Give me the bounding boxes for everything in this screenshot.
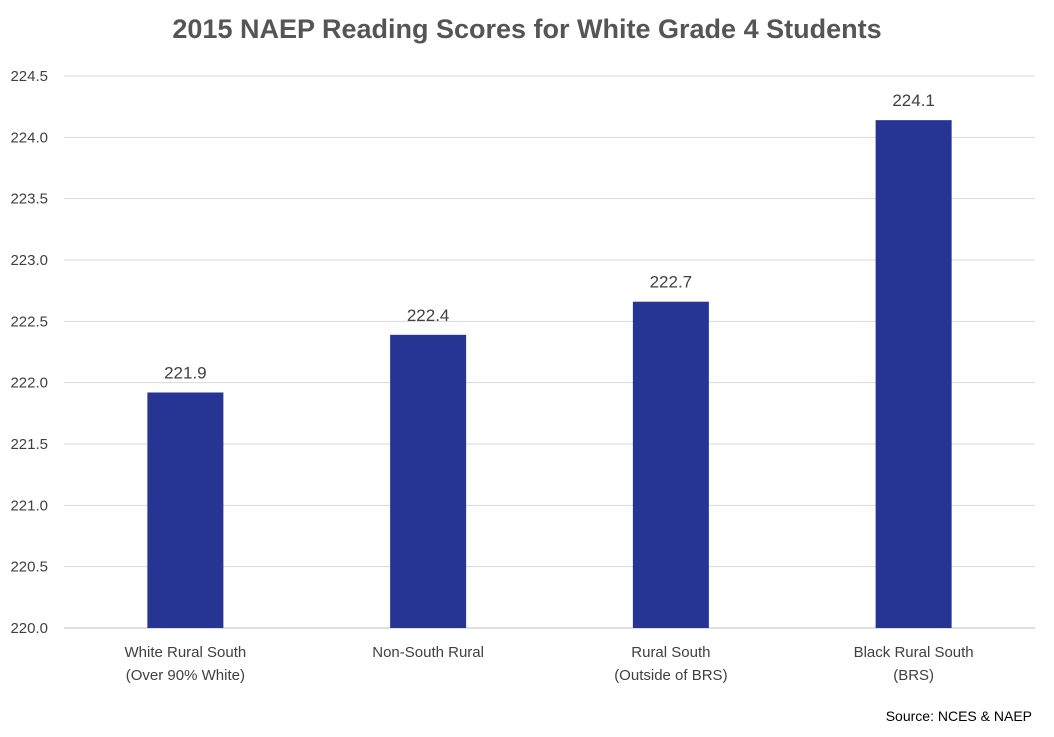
y-tick-label: 224.5 bbox=[10, 68, 48, 85]
data-label: 221.9 bbox=[164, 363, 207, 382]
y-tick-label: 222.5 bbox=[10, 313, 48, 330]
x-axis-ticks: White Rural South (Over 90% White) Non-Sou… bbox=[125, 644, 974, 684]
bars bbox=[147, 120, 952, 628]
bar bbox=[632, 301, 709, 628]
data-label: 222.7 bbox=[650, 273, 693, 292]
x-tick-label-line: White Rural South bbox=[125, 644, 247, 661]
gridlines bbox=[64, 75, 1035, 629]
y-tick-label: 223.0 bbox=[10, 252, 48, 269]
y-tick-label: 221.0 bbox=[10, 497, 48, 514]
chart-title: 2015 NAEP Reading Scores for White Grade… bbox=[172, 14, 882, 44]
x-tick-label-line: (Outside of BRS) bbox=[614, 667, 727, 684]
y-tick-label: 222.0 bbox=[10, 375, 48, 392]
y-tick-label: 220.5 bbox=[10, 559, 48, 576]
x-tick-label: Black Rural South (BRS) bbox=[854, 644, 974, 684]
x-tick-label: Rural South (Outside of BRS) bbox=[614, 644, 727, 684]
x-tick-label-line: (BRS) bbox=[893, 667, 934, 684]
data-label: 224.1 bbox=[892, 91, 935, 110]
x-tick-label-line: (Over 90% White) bbox=[126, 667, 245, 684]
y-tick-label: 221.5 bbox=[10, 436, 48, 453]
data-label: 222.4 bbox=[407, 306, 450, 325]
y-tick-label: 220.0 bbox=[10, 620, 48, 637]
y-tick-label: 224.0 bbox=[10, 129, 48, 146]
y-tick-label: 223.5 bbox=[10, 191, 48, 208]
bar bbox=[390, 334, 467, 628]
bar bbox=[147, 392, 224, 628]
x-tick-label: Non-South Rural bbox=[372, 644, 484, 661]
source-note: Source: NCES & NAEP bbox=[885, 708, 1032, 724]
x-tick-label-line: Black Rural South bbox=[854, 644, 974, 661]
x-tick-label: White Rural South (Over 90% White) bbox=[125, 644, 247, 684]
bar bbox=[875, 120, 952, 628]
data-labels: 221.9 222.4 222.7 224.1 bbox=[164, 91, 935, 382]
y-axis-ticks: 220.0 220.5 221.0 221.5 222.0 222.5 223.0 223.5… bbox=[10, 68, 48, 637]
x-tick-label-line: Non-South Rural bbox=[372, 644, 484, 661]
x-tick-label-line: Rural South bbox=[631, 644, 710, 661]
